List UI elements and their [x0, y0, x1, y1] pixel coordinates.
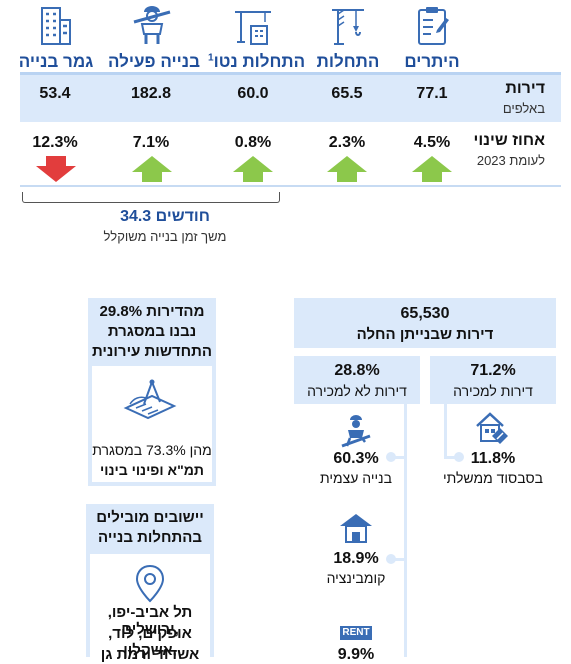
change-subtitle: לעומת 2023	[476, 153, 545, 168]
change-value-completed: 12.3%	[32, 134, 78, 151]
duration-value: 34.3 חודשים	[120, 208, 210, 225]
location-pin-icon	[135, 564, 165, 603]
for-sale-label: דירות למכירה	[453, 383, 533, 399]
apartments-value-active: 182.8	[130, 85, 172, 102]
crane-hook-icon	[326, 4, 370, 48]
self-build-label: בנייה עצמית	[319, 470, 392, 486]
self-build-pct: 60.3%	[333, 450, 379, 467]
building-icon	[34, 4, 78, 48]
urban-renewal-sub1: מהן 73.3% במסגרת	[92, 442, 212, 458]
leading-cities-frame-left	[86, 554, 90, 657]
self-connector	[390, 456, 406, 459]
column-label-starts: התחלות	[316, 52, 380, 71]
urban-renewal-frame-bottom	[88, 482, 216, 486]
rent-sign-icon: RENT	[340, 622, 372, 642]
started-header	[294, 298, 556, 348]
duration-bracket	[22, 192, 280, 203]
for-sale-connector	[444, 404, 447, 458]
not-for-sale-box	[294, 356, 420, 404]
crane-building-icon	[231, 4, 275, 48]
net-starts-footnote: 1	[208, 52, 214, 64]
clipboard-icon	[410, 4, 454, 48]
up-arrow-icon	[412, 156, 452, 182]
urban-renewal-line2: נבנו במסגרת	[107, 323, 197, 340]
column-label-permits: היתרים	[404, 52, 460, 71]
change-title: אחוז שינוי	[473, 132, 546, 149]
started-value: 65,530	[400, 305, 450, 322]
column-label-completed: גמר בנייה	[18, 52, 94, 71]
urban-renewal-header	[88, 298, 216, 366]
up-arrow-icon	[132, 156, 172, 182]
for-sale-box	[430, 356, 556, 404]
apartments-subtitle: באלפים	[502, 101, 545, 116]
urban-renewal-sub2: תמ"א ופינוי בינוי	[100, 462, 204, 478]
urban-renewal-frame-left	[88, 366, 92, 486]
construction-worker-icon	[130, 2, 174, 46]
subsidy-label: בסבסוד ממשלתי	[442, 470, 544, 486]
change-value-net-starts: 0.8%	[234, 134, 272, 151]
rent-pct: 9.9%	[337, 646, 375, 663]
leading-cities-line2: בהתחלות בנייה	[97, 529, 202, 546]
rent-sign-text: RENT	[340, 626, 372, 640]
started-label: דירות שבנייתן החלה	[356, 326, 494, 343]
combination-label: קומבינציה	[326, 570, 386, 586]
for-sale-connector-h	[444, 456, 460, 459]
urban-renewal-frame-right	[212, 366, 216, 486]
change-value-permits: 4.5%	[413, 134, 451, 151]
column-label-active: בנייה פעילה	[108, 52, 200, 71]
for-sale-pct: 71.2%	[470, 362, 516, 379]
net-starts-label: התחלות נטו	[213, 52, 306, 71]
combination-pct: 18.9%	[333, 550, 379, 567]
leading-cities-line1: יישובים מובילים	[96, 509, 204, 526]
leading-cities-list2: אופקים, לוד, אשקלון,	[108, 625, 192, 659]
down-arrow-icon	[36, 156, 76, 182]
leading-cities-frame-right	[210, 554, 214, 657]
apartments-value-completed: 53.4	[39, 85, 71, 102]
apartments-title: דירות	[505, 80, 545, 97]
apartments-band-border	[20, 72, 561, 75]
apartments-value-net-starts: 60.0	[237, 85, 269, 102]
up-arrow-icon	[327, 156, 367, 182]
blueprint-icon	[123, 379, 177, 420]
up-arrow-icon	[233, 156, 273, 182]
not-for-sale-pct: 28.8%	[334, 362, 380, 379]
house-percent-icon	[476, 412, 508, 444]
apartments-value-starts: 65.5	[331, 85, 363, 102]
connector-dot	[386, 452, 396, 462]
worker-icon	[341, 415, 371, 448]
urban-renewal-line1: 29.8% מהדירות	[99, 303, 205, 320]
change-value-starts: 2.3%	[328, 134, 366, 151]
house-split-icon	[340, 514, 372, 543]
leading-cities-header	[86, 504, 214, 554]
change-value-active: 7.1%	[132, 134, 170, 151]
not-for-sale-connector	[404, 404, 407, 657]
apartments-band	[20, 72, 561, 122]
connector-dot	[386, 554, 396, 564]
apartments-value-permits: 77.1	[416, 85, 448, 102]
not-for-sale-label: דירות לא למכירה	[307, 383, 407, 399]
leading-cities-list1: תל אביב-יפו, ירושלים,	[107, 604, 193, 638]
subsidy-pct: 11.8%	[470, 450, 516, 467]
leading-cities-list3: אשדוד ורמת גן	[100, 646, 200, 663]
combo-connector	[390, 558, 406, 561]
row-separator	[20, 185, 561, 187]
duration-label: משך זמן בנייה משוקלל	[103, 229, 227, 244]
column-label-net-starts: התחלות נטו1	[208, 52, 305, 72]
connector-dot	[454, 452, 464, 462]
urban-renewal-line3: התחדשות עירונית	[91, 343, 213, 360]
